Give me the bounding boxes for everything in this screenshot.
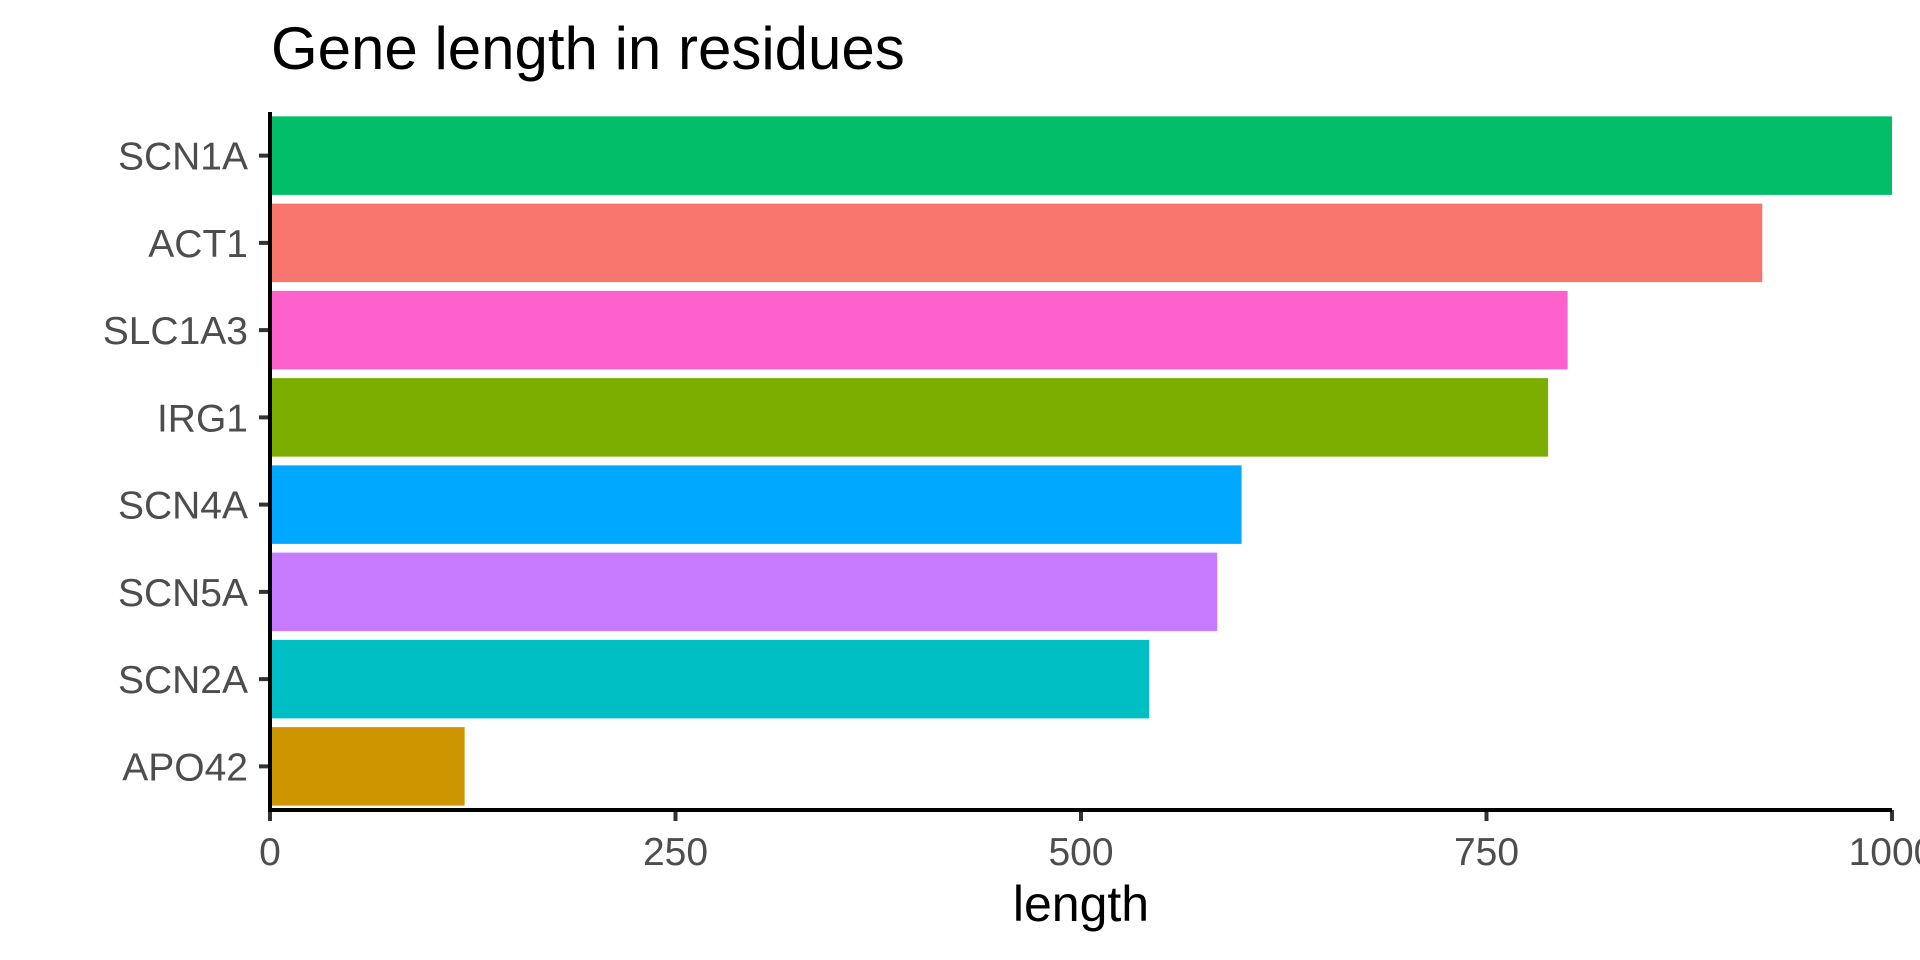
y-tick-label-act1: ACT1 bbox=[148, 223, 248, 266]
bars-group bbox=[270, 116, 1892, 806]
x-tick-label: 0 bbox=[259, 831, 281, 874]
bar-scn1a bbox=[270, 116, 1892, 195]
x-tick-label: 250 bbox=[643, 831, 708, 874]
x-axis-title: length bbox=[1013, 876, 1149, 932]
y-axis-categories: SCN1A ACT1 SLC1A3 IRG1 SCN4A SCN5A SCN2A APO42 bbox=[103, 136, 270, 789]
x-tick-label: 1000 bbox=[1849, 831, 1920, 874]
bar-act1 bbox=[270, 203, 1763, 283]
x-tick-label: 500 bbox=[1048, 831, 1113, 874]
y-tick-label-apo42: APO42 bbox=[122, 746, 248, 789]
bar-scn5a bbox=[270, 552, 1218, 632]
bar-slc1a3 bbox=[270, 290, 1568, 370]
bar-scn2a bbox=[270, 639, 1150, 719]
y-tick-label-scn2a: SCN2A bbox=[118, 659, 248, 702]
bar-scn4a bbox=[270, 465, 1242, 544]
y-tick-label-scn4a: SCN4A bbox=[118, 485, 248, 528]
y-tick-label-irg1: IRG1 bbox=[157, 397, 248, 440]
y-tick-label-scn1a: SCN1A bbox=[118, 136, 248, 179]
bar-irg1 bbox=[270, 378, 1549, 457]
x-axis-ticks: 0 250 500 750 1000 bbox=[259, 810, 1920, 874]
bar-apo42 bbox=[270, 727, 465, 806]
y-tick-label-scn5a: SCN5A bbox=[118, 572, 248, 615]
chart-title: Gene length in residues bbox=[271, 15, 905, 82]
y-tick-label-slc1a3: SLC1A3 bbox=[103, 310, 248, 353]
x-tick-label: 750 bbox=[1454, 831, 1519, 874]
